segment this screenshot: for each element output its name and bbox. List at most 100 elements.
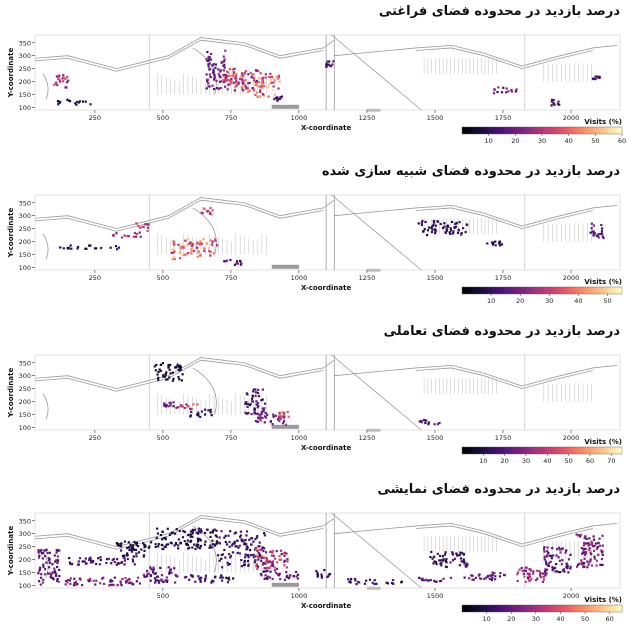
heat-cell [58, 568, 61, 572]
heat-cell [196, 540, 200, 543]
heat-cell [232, 81, 235, 84]
heat-cell [282, 417, 286, 420]
heat-cell [265, 567, 268, 570]
heat-cell [257, 545, 260, 548]
heat-cell [161, 362, 165, 365]
heat-cell [593, 557, 597, 560]
heat-cell [582, 544, 586, 547]
heat-cell [165, 543, 168, 546]
heat-cell [224, 77, 227, 80]
heat-cell [111, 559, 114, 562]
heat-cell [145, 222, 148, 226]
heat-cell [560, 548, 563, 551]
heat-points [53, 49, 601, 107]
heat-cell [158, 368, 161, 371]
heat-cell [205, 58, 208, 61]
heat-cell [551, 569, 554, 572]
heat-cell [142, 573, 145, 576]
heat-cell [259, 419, 262, 422]
heat-cell [147, 572, 150, 575]
heat-cell [580, 547, 583, 550]
heat-cell [542, 572, 545, 575]
heat-cell [172, 405, 175, 408]
heat-cell [209, 254, 212, 257]
heat-cell [267, 76, 270, 79]
heat-cell [179, 251, 182, 254]
heat-cell [252, 390, 255, 393]
heat-cell [206, 59, 209, 62]
colorbar-tick-label: 40 [574, 297, 582, 305]
heat-cell [101, 577, 104, 580]
heat-cell [281, 422, 285, 425]
heat-cell [440, 561, 443, 565]
heat-cell [217, 73, 220, 76]
heat-cell [142, 555, 145, 558]
heat-cell [94, 583, 97, 586]
heat-cell [471, 578, 474, 581]
heat-cell [143, 549, 146, 553]
heat-cell [543, 546, 546, 549]
heat-cell [152, 571, 155, 574]
heat-cell [144, 223, 147, 226]
heat-cell [227, 576, 230, 579]
heat-cell [169, 363, 172, 367]
heat-cell [221, 576, 224, 579]
heat-cell [260, 76, 263, 79]
heat-cell [279, 415, 283, 418]
heat-cell [548, 554, 551, 557]
heat-cell [440, 559, 443, 562]
heat-cell [496, 90, 499, 94]
heat-cell [193, 243, 196, 247]
heat-cell [67, 246, 71, 249]
heat-cell [195, 544, 198, 548]
heat-cell [270, 81, 273, 84]
heat-cell [455, 222, 458, 225]
heat-cell [434, 561, 438, 564]
heat-cell [266, 559, 269, 563]
heat-cell [263, 534, 267, 537]
heat-cell [582, 551, 585, 554]
heat-cell [207, 59, 210, 62]
heat-cell [70, 563, 73, 566]
heat-cell [126, 552, 129, 555]
heat-cell [169, 402, 172, 405]
heat-cell [365, 579, 368, 582]
heat-cell [204, 574, 208, 577]
heat-cell [196, 537, 199, 540]
heat-cell [229, 258, 232, 262]
heat-cell [256, 535, 259, 538]
heat-cell [186, 243, 189, 246]
heat-cell [191, 528, 195, 531]
heat-cell [587, 542, 590, 545]
heat-cell [282, 411, 286, 415]
heat-cell [99, 582, 102, 585]
heat-cell [601, 235, 605, 238]
heat-cell [583, 541, 586, 545]
heat-cell [597, 232, 600, 236]
heat-cell [458, 564, 461, 567]
heat-cell [529, 576, 532, 579]
heat-cell [190, 574, 193, 577]
y-tick-label: 300 [19, 530, 31, 538]
heat-cell [601, 544, 604, 547]
heat-cell [449, 229, 453, 232]
heat-cell [55, 573, 58, 576]
heat-cell [159, 566, 162, 570]
heat-cell [235, 79, 238, 82]
heat-cell [194, 547, 197, 551]
heat-cell [183, 540, 186, 543]
heat-cell [120, 236, 124, 239]
heat-cell [245, 87, 248, 90]
heat-cell [157, 376, 160, 379]
heat-cell [173, 241, 176, 244]
heat-cell [169, 404, 172, 407]
heat-cell [212, 252, 216, 255]
y-tick-label: 300 [19, 372, 31, 380]
heat-cell [135, 235, 138, 238]
heat-cell [209, 544, 212, 547]
heat-cell [421, 577, 424, 580]
plot-area [34, 354, 621, 431]
heat-cell [557, 556, 560, 559]
heat-cell [262, 561, 265, 565]
